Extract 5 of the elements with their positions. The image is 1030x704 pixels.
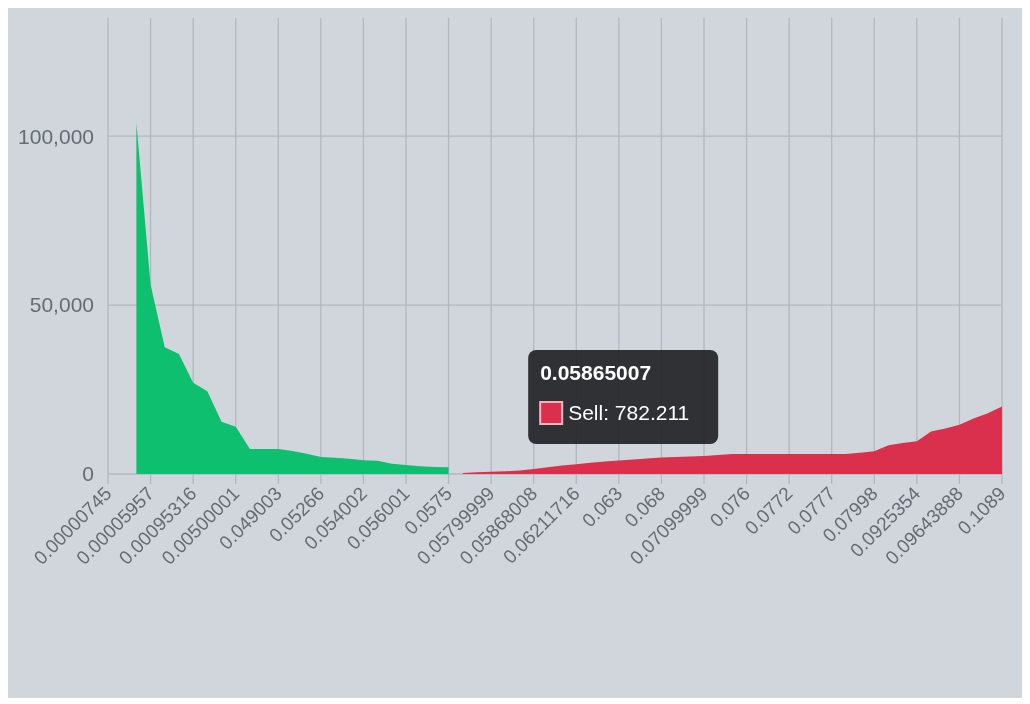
y-tick-label: 50,000 xyxy=(29,293,94,317)
y-tick-label: 100,000 xyxy=(18,124,94,148)
annotation: Sell: 782.211 xyxy=(568,401,690,424)
annotation: 0.05865007 xyxy=(540,361,652,384)
y-tick-label: 0 xyxy=(82,462,94,486)
